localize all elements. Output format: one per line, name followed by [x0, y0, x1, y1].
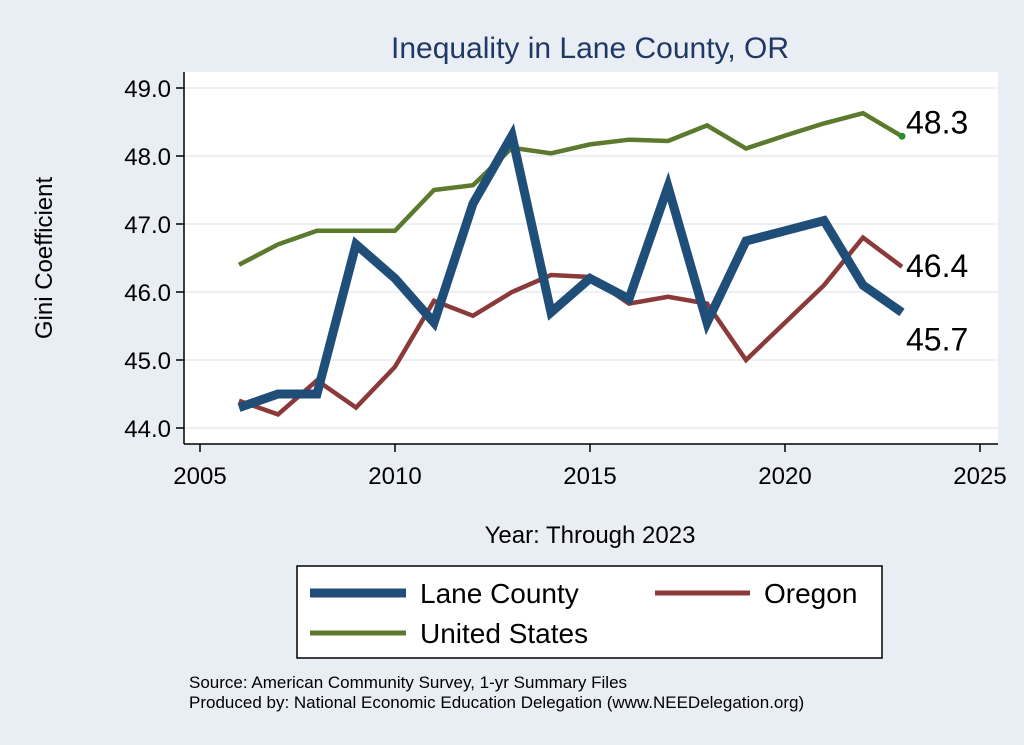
chart-title: Inequality in Lane County, OR — [391, 32, 789, 65]
x-tick-label: 2015 — [563, 463, 616, 490]
gridlines — [184, 87, 998, 429]
y-tick-label: 49.0 — [124, 76, 171, 103]
source-note: Source: American Community Survey, 1-yr … — [189, 673, 627, 692]
y-tick-label: 45.0 — [124, 348, 171, 375]
end-label-oregon: 46.4 — [906, 248, 968, 284]
x-tick-label: 2025 — [953, 463, 1006, 490]
us-end-marker — [898, 132, 906, 140]
y-tick-label: 44.0 — [124, 416, 171, 443]
x-tick-label: 2010 — [368, 463, 421, 490]
y-tick-label: 46.0 — [124, 280, 171, 307]
y-tick-label: 48.0 — [124, 144, 171, 171]
y-axis-title: Gini Coefficient — [31, 177, 58, 340]
legend-label-oregon: Oregon — [764, 578, 857, 609]
end-labels: 45.7 46.4 48.3 — [906, 104, 968, 357]
series-line-lane-county — [237, 123, 905, 412]
legend-box — [296, 565, 883, 659]
end-label-united-states: 48.3 — [906, 104, 968, 140]
x-tick-label: 2020 — [758, 463, 811, 490]
legend-label-united-states: United States — [420, 618, 588, 649]
y-tick-label: 47.0 — [124, 212, 171, 239]
legend-label-lane-county: Lane County — [420, 578, 579, 609]
series-lines — [237, 110, 906, 417]
legend: Lane County Oregon United States — [296, 565, 883, 659]
axis-ticks: 44.0 45.0 46.0 47.0 48.0 49.0 2005 2010 2015 2020… — [124, 76, 1006, 490]
x-tick-label: 2005 — [173, 463, 226, 490]
series-line-united-states — [237, 110, 904, 267]
x-axis-title: Year: Through 2023 — [485, 522, 696, 549]
end-label-lane-county: 45.7 — [906, 321, 968, 357]
producer-note: Produced by: National Economic Education… — [189, 693, 804, 712]
series-line-oregon — [238, 234, 904, 417]
